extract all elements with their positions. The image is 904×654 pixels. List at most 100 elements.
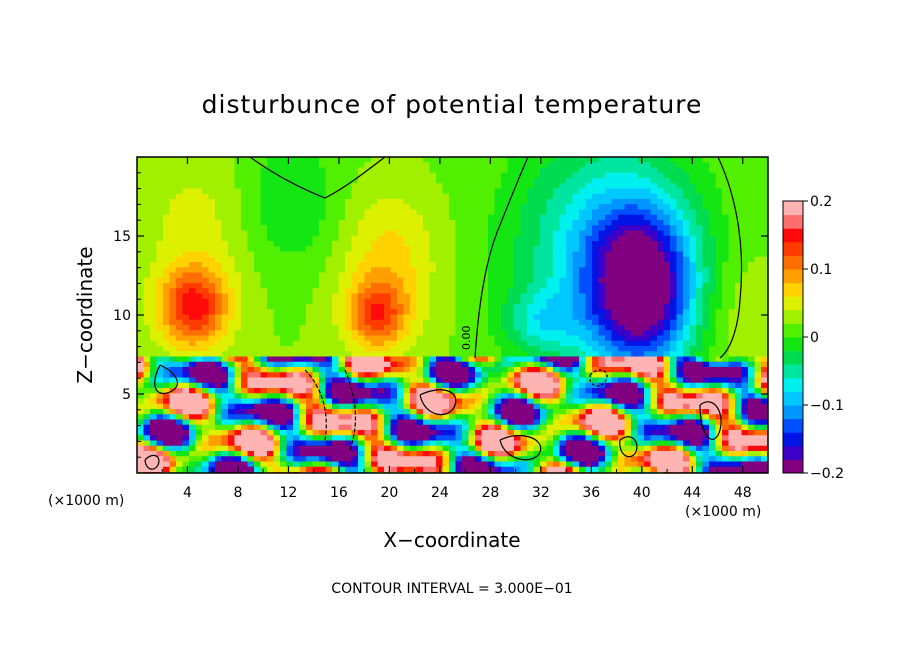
heatmap-cell	[631, 314, 639, 321]
heatmap-cell	[754, 346, 762, 352]
heatmap-cell	[670, 225, 678, 232]
heatmap-cell	[143, 230, 151, 237]
heatmap-cell	[553, 230, 561, 237]
heatmap-cell	[494, 419, 502, 426]
heatmap-cell	[527, 199, 535, 205]
heatmap-cell	[611, 193, 619, 200]
heatmap-cell	[410, 262, 418, 268]
heatmap-cell	[163, 214, 171, 221]
heatmap-cell	[442, 209, 450, 216]
heatmap-cell	[306, 162, 314, 169]
heatmap-cell	[735, 178, 743, 184]
heatmap-cell	[247, 330, 255, 337]
heatmap-cell	[585, 225, 593, 232]
heatmap-cell	[345, 172, 353, 179]
heatmap-cell	[267, 340, 275, 347]
heatmap-cell	[540, 199, 548, 205]
heatmap-cell	[221, 283, 229, 289]
heatmap-cell	[416, 162, 424, 169]
heatmap-cell	[364, 382, 372, 389]
heatmap-cell	[215, 178, 223, 184]
heatmap-cell	[559, 309, 567, 316]
heatmap-cell	[559, 293, 567, 300]
heatmap-cell	[735, 325, 743, 331]
heatmap-cell	[637, 172, 645, 179]
heatmap-cell	[598, 214, 606, 221]
heatmap-cell	[273, 277, 281, 284]
heatmap-cell	[182, 162, 190, 169]
heatmap-cell	[169, 293, 177, 300]
heatmap-cell	[293, 367, 301, 373]
heatmap-cell	[455, 167, 463, 174]
heatmap-cell	[215, 382, 223, 389]
heatmap-cell	[611, 172, 619, 179]
heatmap-cell	[306, 172, 314, 179]
heatmap-cell	[280, 382, 288, 389]
heatmap-cell	[410, 314, 418, 321]
heatmap-cell	[280, 262, 288, 268]
heatmap-cell	[423, 325, 431, 331]
heatmap-cell	[254, 267, 262, 274]
heatmap-cell	[215, 262, 223, 268]
heatmap-cell	[449, 267, 457, 274]
heatmap-cell	[533, 267, 541, 274]
heatmap-cell	[254, 214, 262, 221]
heatmap-cell	[189, 193, 197, 200]
heatmap-cell	[488, 319, 496, 326]
heatmap-cell	[176, 414, 184, 421]
heatmap-cell	[702, 393, 710, 400]
heatmap-cell	[338, 325, 346, 331]
heatmap-cell	[663, 361, 671, 368]
heatmap-cell	[722, 277, 730, 284]
heatmap-cell	[241, 325, 249, 331]
heatmap-cell	[150, 293, 158, 300]
heatmap-cell	[748, 288, 756, 295]
heatmap-cell	[657, 225, 665, 232]
heatmap-cell	[663, 288, 671, 295]
heatmap-cell	[215, 167, 223, 174]
heatmap-cell	[364, 377, 372, 384]
heatmap-cell	[722, 193, 730, 200]
heatmap-cell	[410, 188, 418, 195]
heatmap-cell	[416, 351, 424, 358]
heatmap-cell	[364, 178, 372, 184]
heatmap-cell	[332, 199, 340, 205]
heatmap-cell	[364, 335, 372, 342]
heatmap-cell	[143, 193, 151, 200]
heatmap-cell	[429, 314, 437, 321]
heatmap-cell	[260, 419, 268, 426]
heatmap-cell	[390, 419, 398, 426]
heatmap-cell	[624, 309, 632, 316]
heatmap-cell	[592, 382, 600, 389]
heatmap-cell	[371, 188, 379, 195]
heatmap-cell	[605, 283, 613, 289]
heatmap-cell	[156, 246, 164, 253]
heatmap-cell	[286, 419, 294, 426]
heatmap-cell	[176, 283, 184, 289]
heatmap-cell	[533, 272, 541, 279]
heatmap-cell	[579, 288, 587, 295]
heatmap-cell	[267, 335, 275, 342]
heatmap-cell	[631, 346, 639, 352]
heatmap-cell	[624, 262, 632, 268]
heatmap-cell	[488, 377, 496, 384]
heatmap-cell	[514, 346, 522, 352]
heatmap-cell	[208, 178, 216, 184]
heatmap-cell	[507, 398, 515, 405]
heatmap-cell	[624, 319, 632, 326]
heatmap-cell	[709, 167, 717, 174]
heatmap-cell	[137, 214, 145, 221]
heatmap-cell	[637, 277, 645, 284]
heatmap-cell	[754, 272, 762, 279]
heatmap-cell	[644, 172, 652, 179]
heatmap-cell	[592, 325, 600, 331]
heatmap-cell	[462, 319, 470, 326]
heatmap-cell	[397, 356, 405, 363]
heatmap-cell	[228, 241, 236, 247]
heatmap-cell	[143, 225, 151, 232]
heatmap-cell	[234, 314, 242, 321]
heatmap-cell	[572, 388, 580, 394]
heatmap-cell	[715, 251, 723, 258]
heatmap-cell	[598, 288, 606, 295]
heatmap-cell	[299, 162, 307, 169]
